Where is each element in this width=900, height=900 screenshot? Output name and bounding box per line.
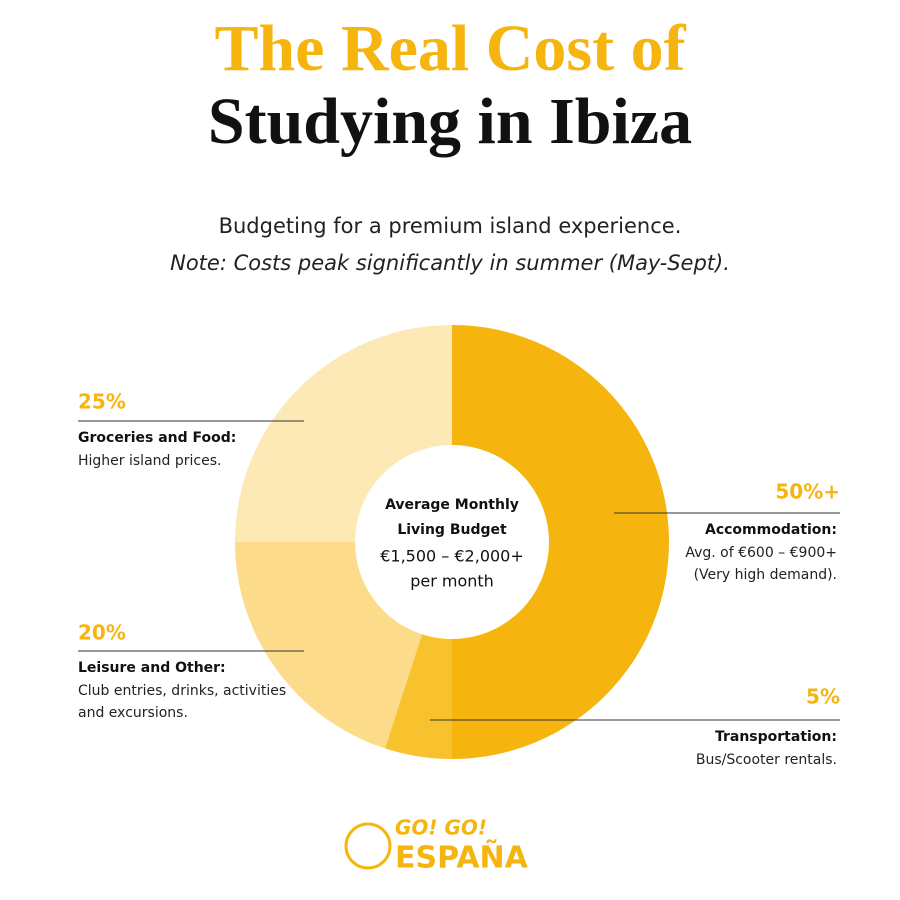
category-description: and excursions. [78, 705, 188, 721]
category-description: Higher island prices. [78, 453, 221, 469]
donut-segment [235, 542, 423, 749]
category-description: Avg. of €600 – €900+ [685, 545, 837, 561]
value-label: 50%+ [775, 480, 840, 504]
logo-text: ESPAÑA [395, 839, 529, 876]
category-label: Accommodation: [705, 522, 837, 538]
subtitle: Budgeting for a premium island experienc… [219, 214, 682, 238]
category-description: (Very high demand). [694, 567, 837, 583]
center-label: Average Monthly [385, 497, 519, 513]
donut-segment [384, 634, 452, 759]
logo-icon [344, 822, 392, 870]
donut-chart: Average Monthly Living Budget €1,500 – €2,… [78, 325, 840, 768]
logo-text: GO! GO! [395, 816, 487, 840]
title-line: The Real Cost of [214, 12, 686, 85]
title-line: Studying in Ibiza [208, 85, 692, 158]
category-description: Club entries, drinks, activities [78, 683, 286, 699]
donut-segment [235, 325, 452, 542]
logo: GO! GO! ESPAÑA [344, 816, 529, 876]
value-label: 20% [78, 621, 126, 645]
center-label: Living Budget [397, 522, 507, 538]
category-label: Groceries and Food: [78, 430, 236, 446]
category-label: Transportation: [715, 729, 837, 745]
center-label: per month [410, 572, 494, 591]
center-label: €1,500 – €2,000+ [380, 547, 524, 566]
value-label: 5% [806, 685, 840, 709]
donut-segment [452, 325, 669, 759]
category-label: Leisure and Other: [78, 660, 226, 676]
category-description: Bus/Scooter rentals. [696, 752, 837, 768]
note: Note: Costs peak significantly in summer… [170, 251, 730, 275]
value-label: 25% [78, 390, 126, 414]
